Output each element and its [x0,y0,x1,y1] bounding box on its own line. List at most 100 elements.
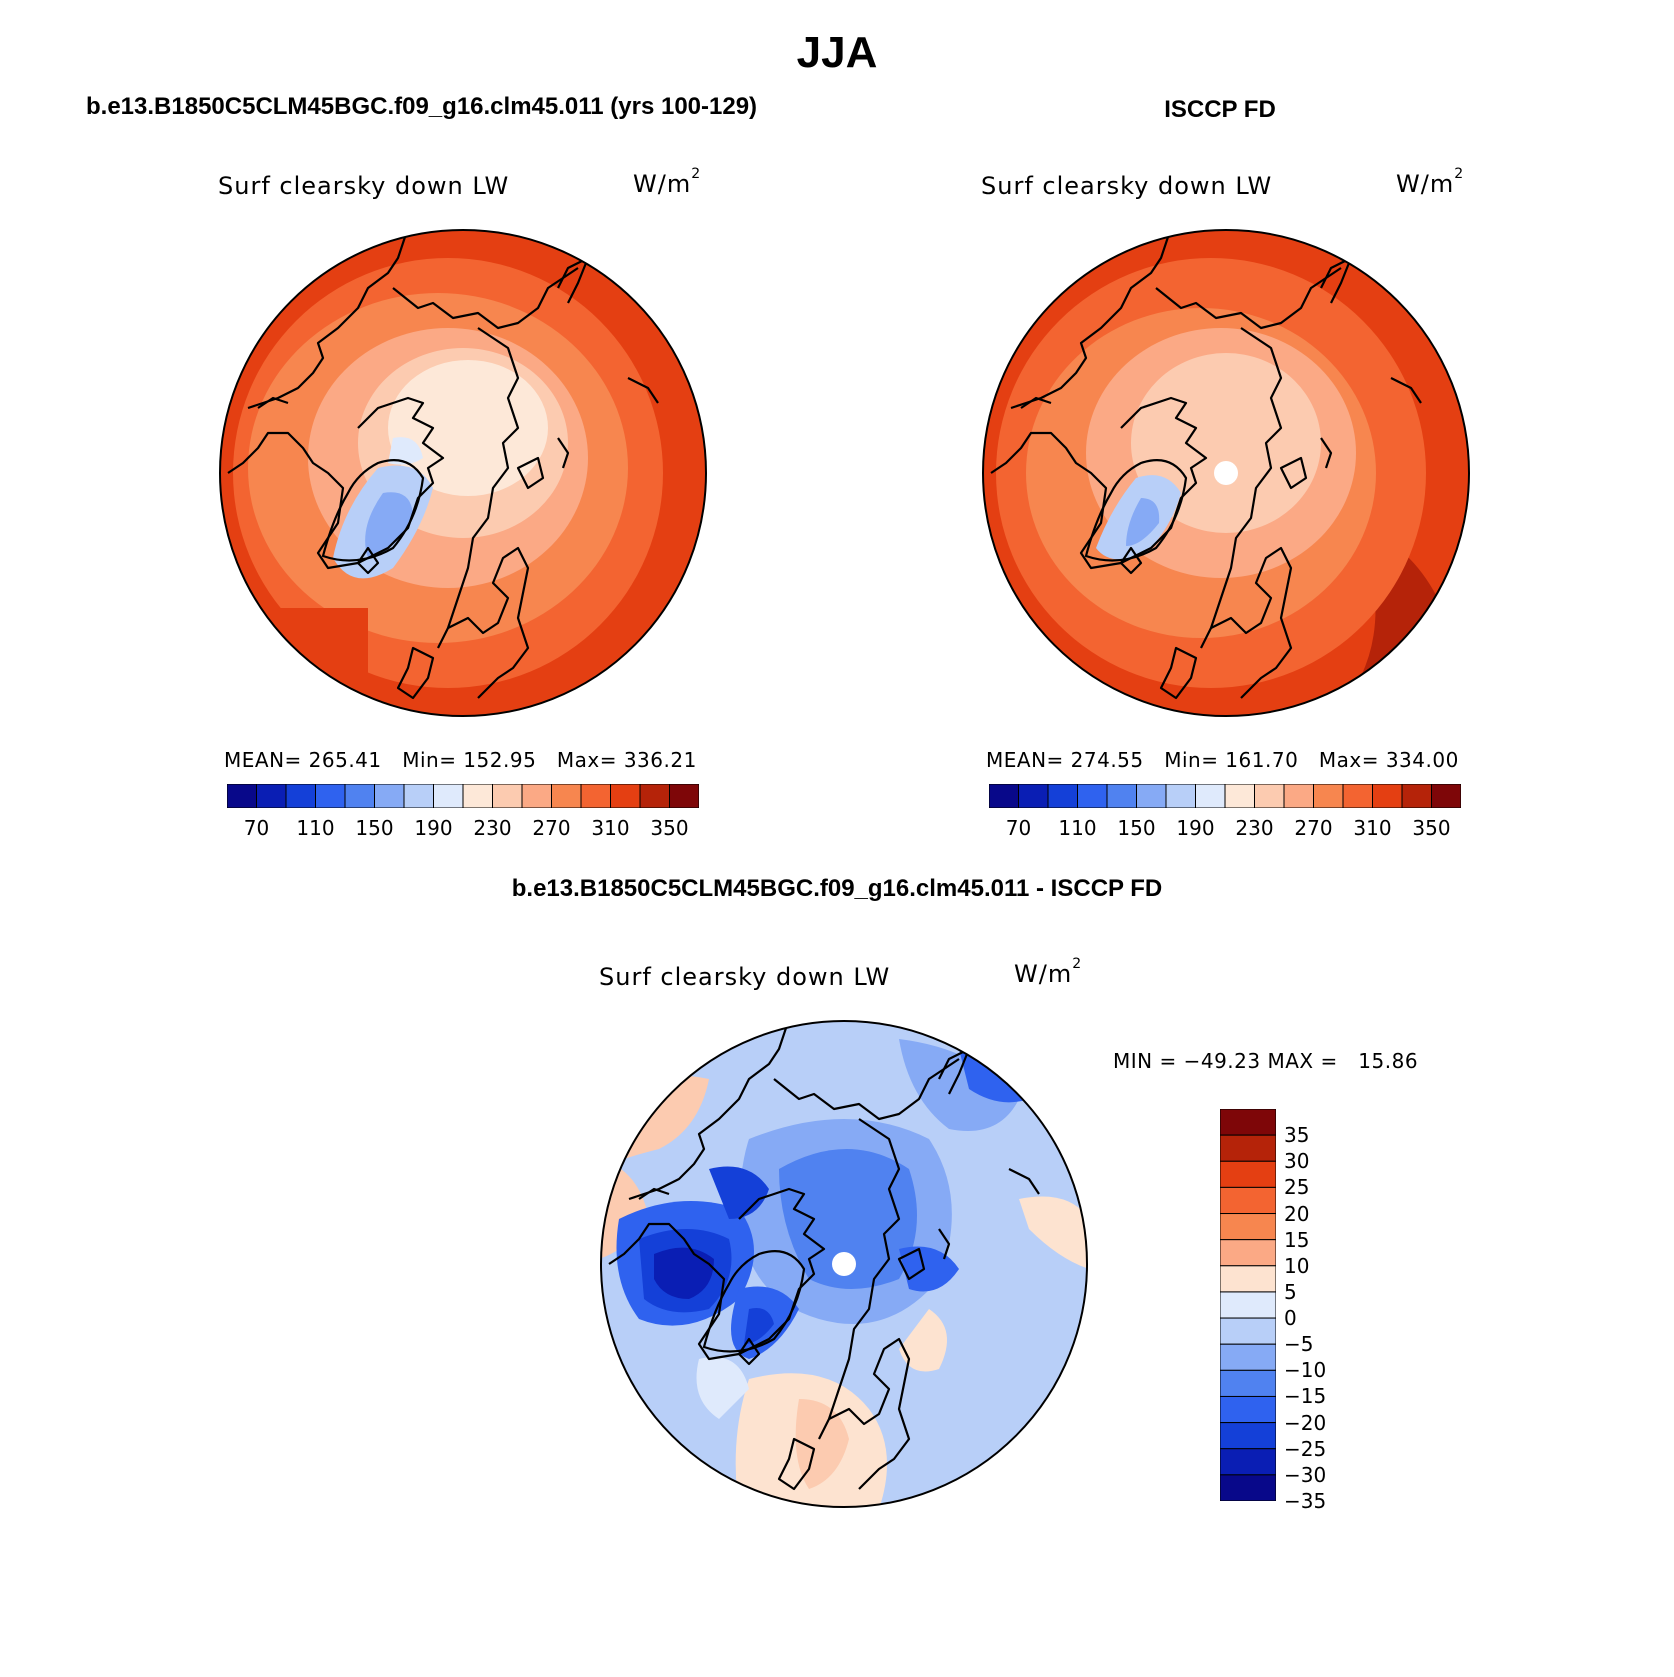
obs-colorbar-swatch-15 [1431,784,1461,808]
model-colorbar-swatch-3 [315,784,346,808]
diff-colorbar-tick-label: 15 [1284,1227,1310,1252]
obs-colorbar-swatch-5 [1136,784,1167,808]
model-colorbar-swatch-7 [433,784,464,808]
diff-variable-label: Surf clearsky down LW [599,963,891,991]
model-colorbar-tick-label: 230 [473,816,512,840]
model-colorbar-tick-label: 270 [532,816,571,840]
model-colorbar-tick-label: 110 [296,816,335,840]
diff-stats: MIN = −49.23 MAX = 15.86 [1113,1049,1419,1073]
obs-colorbar-tick-label: 350 [1412,816,1451,840]
obs-colorbar-swatch-3 [1077,784,1108,808]
diff-colorbar-swatch-4 [1220,1213,1276,1241]
diff-colorbar-tick-label: −30 [1284,1462,1327,1487]
model-colorbar-swatches [227,784,699,808]
model-colorbar-swatch-10 [521,784,552,808]
model-colorbar-swatch-11 [551,784,582,808]
diff-colorbar-swatch-7 [1220,1291,1276,1319]
obs-colorbar-tick-label: 190 [1176,816,1215,840]
season-title: JJA [796,28,878,77]
obs-colorbar-swatch-0 [989,784,1019,808]
obs-colorbar-swatch-6 [1165,784,1196,808]
obs-colorbar-tick-label: 70 [1005,816,1032,840]
diff-colorbar-swatch-14 [1220,1474,1276,1501]
obs-colorbar-tick-label: 310 [1353,816,1392,840]
diff-colorbar-swatch-9 [1220,1343,1276,1371]
diff-colorbar-swatches [1220,1109,1276,1501]
obs-panel-header: ISCCP FD [1164,96,1276,123]
diff-colorbar-tick-label: 10 [1284,1253,1310,1278]
obs-colorbar-tick-label: 230 [1235,816,1274,840]
obs-colorbar-swatch-12 [1342,784,1373,808]
model-colorbar-tick-label: 150 [355,816,394,840]
obs-colorbar-swatch-13 [1372,784,1403,808]
diff-colorbar-tick-label: 35 [1284,1123,1310,1148]
obs-polar-map [982,229,1470,717]
diff-colorbar-swatch-12 [1220,1422,1276,1450]
obs-colorbar-swatch-1 [1018,784,1049,808]
diff-colorbar-swatch-13 [1220,1448,1276,1476]
diff-colorbar-tick-label: −10 [1284,1358,1327,1383]
diff-colorbar-swatch-1 [1220,1134,1276,1162]
model-variable-label: Surf clearsky down LW [218,172,510,200]
diff-polar-map [600,1020,1088,1508]
obs-unit-label: W/m2 [1396,166,1465,198]
model-colorbar-swatch-2 [285,784,316,808]
obs-colorbar-swatch-11 [1313,784,1344,808]
diff-colorbar-tick-label: −25 [1284,1436,1327,1461]
model-colorbar-swatch-6 [403,784,434,808]
diff-panel-header: b.e13.B1850C5CLM45BGC.f09_g16.clm45.011 … [511,875,1163,902]
obs-colorbar-swatch-2 [1047,784,1078,808]
obs-colorbar-swatch-9 [1254,784,1285,808]
diff-colorbar-tick-label: 25 [1284,1175,1310,1200]
model-colorbar-swatch-13 [610,784,641,808]
obs-colorbar-tick-label: 150 [1117,816,1156,840]
diff-colorbar-tick-label: 30 [1284,1149,1310,1174]
diff-colorbar-swatch-6 [1220,1265,1276,1293]
diff-colorbar-tick-label: −15 [1284,1384,1327,1409]
diff-colorbar-swatch-10 [1220,1369,1276,1397]
model-colorbar-tick-label: 190 [414,816,453,840]
model-colorbar-swatch-0 [227,784,257,808]
model-colorbar-swatch-15 [669,784,699,808]
obs-colorbar-swatch-4 [1106,784,1137,808]
model-colorbar-swatch-14 [639,784,670,808]
model-colorbar-tick-label: 310 [591,816,630,840]
model-panel-header: b.e13.B1850C5CLM45BGC.f09_g16.clm45.011 … [86,93,758,120]
diff-unit-label: W/m2 [1014,956,1083,988]
model-colorbar-ticks: 70 110 150 190 230 270 310 350 [227,816,699,842]
obs-colorbar-ticks: 70 110 150 190 230 270 310 350 [989,816,1461,842]
diff-colorbar-tick-label: 20 [1284,1201,1310,1226]
model-stats: MEAN= 265.41 Min= 152.95 Max= 336.21 [224,748,697,772]
diff-colorbar-swatch-11 [1220,1395,1276,1424]
diff-colorbar-tick-label: 0 [1284,1306,1297,1331]
diff-colorbar-swatch-8 [1220,1317,1276,1345]
obs-variable-label: Surf clearsky down LW [981,172,1273,200]
obs-colorbar-swatch-8 [1224,784,1255,808]
diff-colorbar-tick-label: 5 [1284,1279,1297,1304]
obs-colorbar-swatch-10 [1283,784,1314,808]
model-colorbar-swatch-5 [374,784,405,808]
obs-colorbar-tick-label: 270 [1294,816,1333,840]
model-colorbar-tick-label: 350 [650,816,689,840]
model-colorbar-swatch-4 [344,784,375,808]
diff-colorbar-swatch-5 [1220,1239,1276,1267]
model-colorbar-swatch-9 [492,784,523,808]
model-colorbar-swatch-1 [256,784,287,808]
obs-colorbar [989,784,1461,808]
model-colorbar-tick-label: 70 [243,816,270,840]
obs-stats: MEAN= 274.55 Min= 161.70 Max= 334.00 [986,748,1459,772]
obs-colorbar-swatch-14 [1401,784,1432,808]
diff-colorbar-tick-label: −5 [1284,1332,1314,1357]
diff-colorbar-swatch-2 [1220,1160,1276,1188]
obs-colorbar-swatch-7 [1195,784,1226,808]
model-unit-label: W/m2 [633,166,702,198]
obs-colorbar-tick-label: 110 [1058,816,1097,840]
model-colorbar-swatch-12 [580,784,611,808]
model-colorbar-swatch-8 [462,784,493,808]
model-colorbar [227,784,699,808]
diff-colorbar-swatch-3 [1220,1186,1276,1215]
model-polar-map [219,229,707,717]
diff-colorbar [1220,1109,1276,1501]
diff-colorbar-tick-label: −35 [1284,1489,1327,1513]
obs-colorbar-swatches [989,784,1461,808]
